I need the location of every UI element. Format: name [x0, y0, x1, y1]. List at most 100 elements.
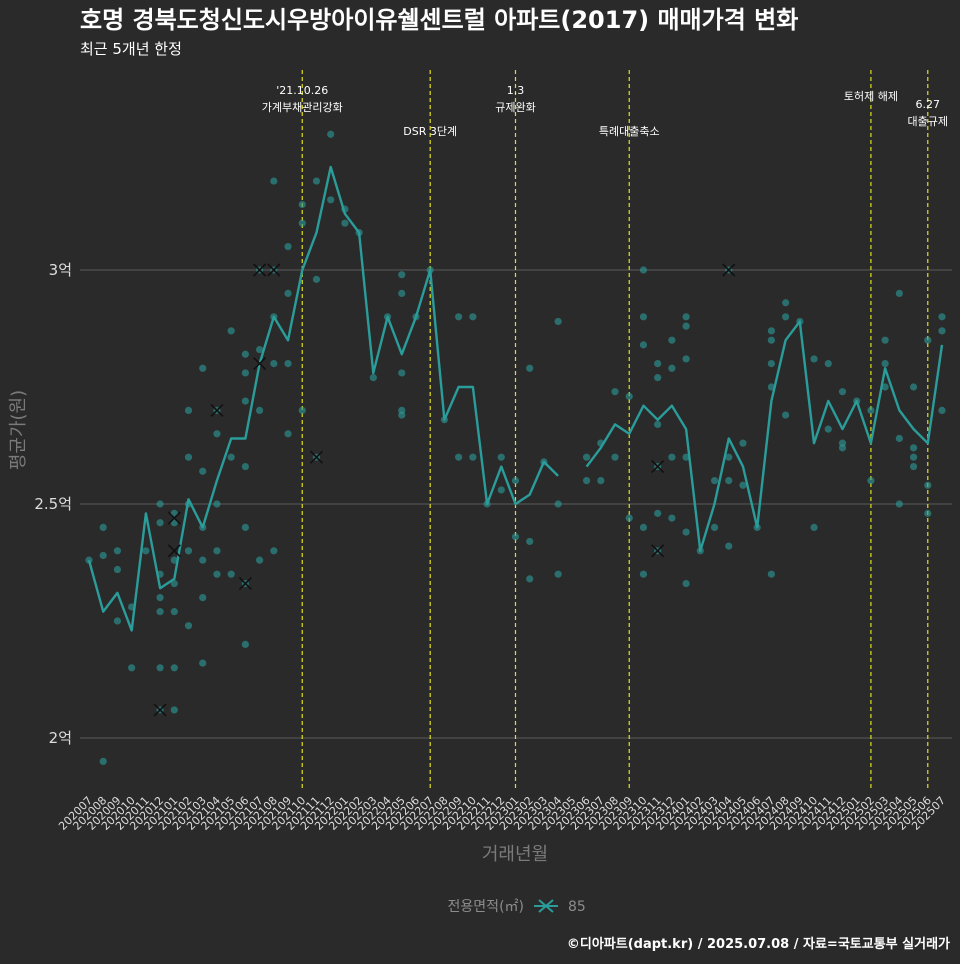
series-line-85-1: [585, 320, 944, 552]
legend-title: 전용면적(㎡): [448, 899, 524, 915]
event-label: 대출규제: [908, 115, 948, 128]
transaction-point: [369, 374, 377, 382]
transaction-point: [511, 533, 520, 541]
transaction-point: [184, 622, 193, 630]
transaction-point: [469, 313, 477, 321]
legend-entry-85: 85: [568, 899, 586, 915]
transaction-point: [213, 430, 221, 438]
x-axis-title: 거래년월: [482, 844, 548, 865]
transaction-point: [241, 350, 249, 358]
y-tick-layer: 2억 2.5억 3억: [34, 261, 72, 747]
transaction-point: [213, 547, 221, 555]
transaction-point: [782, 411, 790, 419]
transaction-point: [526, 364, 534, 372]
transaction-point: [924, 509, 932, 517]
y-tick-label: 3억: [49, 261, 72, 279]
transaction-point: [625, 392, 633, 400]
transaction-point: [682, 355, 690, 363]
transaction-point: [170, 579, 178, 588]
transaction-point: [213, 500, 221, 508]
transaction-point: [739, 439, 747, 447]
transaction-point: [554, 570, 562, 578]
transaction-point: [156, 664, 164, 672]
transaction-point: [113, 565, 122, 574]
transaction-point: [682, 453, 690, 461]
transaction-point: [767, 336, 776, 344]
transaction-point: [284, 289, 292, 297]
event-label: 1.3: [507, 84, 525, 97]
transaction-point: [938, 406, 946, 414]
transaction-point: [710, 523, 719, 532]
cross-marker: [267, 263, 281, 277]
event-label: 토허제 해제: [844, 89, 898, 103]
transaction-point: [625, 514, 633, 522]
transaction-point: [767, 360, 776, 368]
transaction-point: [213, 570, 221, 578]
transaction-point: [241, 640, 249, 649]
transaction-point: [241, 397, 249, 405]
transaction-point: [824, 425, 832, 433]
transaction-point: [241, 523, 249, 532]
transaction-point: [639, 266, 648, 274]
event-label: DSR 3단계: [403, 125, 457, 138]
transaction-point: [455, 453, 463, 461]
legend: 전용면적(㎡) 85: [448, 899, 586, 915]
transaction-point: [725, 453, 733, 461]
cross-marker: [238, 576, 252, 591]
transaction-point: [909, 383, 918, 391]
transaction-point: [782, 313, 790, 321]
transaction-point: [469, 453, 477, 461]
transaction-point: [895, 434, 903, 443]
transaction-point: [867, 406, 875, 414]
transaction-point: [227, 453, 235, 461]
transaction-point: [241, 369, 249, 377]
transaction-point: [639, 570, 648, 578]
chart-caption: ©디아파트(dapt.kr) / 2025.07.08 / 자료=국토교통부 실…: [567, 936, 950, 952]
transaction-point: [554, 317, 562, 326]
transaction-point: [227, 327, 235, 335]
transaction-point: [838, 444, 847, 452]
transaction-point: [284, 430, 292, 438]
transaction-point: [398, 369, 406, 377]
transaction-point: [909, 453, 918, 461]
transaction-point: [227, 570, 235, 578]
transaction-point: [526, 537, 534, 546]
transaction-point: [582, 477, 591, 485]
transaction-point: [398, 411, 406, 419]
event-label: 특례대출축소: [599, 125, 660, 138]
transaction-point: [327, 196, 335, 204]
transaction-point: [298, 200, 306, 209]
y-tick-label: 2.5억: [34, 495, 72, 513]
transaction-point: [156, 519, 164, 527]
transaction-point: [142, 547, 150, 555]
transaction-point: [810, 355, 818, 363]
transaction-point: [895, 289, 903, 297]
transaction-point: [170, 706, 178, 714]
transaction-point: [128, 664, 136, 672]
transaction-point: [810, 523, 818, 532]
transaction-point: [895, 500, 903, 508]
transaction-point: [654, 509, 662, 517]
transaction-point: [270, 177, 278, 185]
transaction-point: [199, 556, 207, 564]
transaction-point: [199, 467, 207, 475]
transaction-point: [99, 551, 107, 560]
y-axis-title: 평균가(원): [8, 390, 29, 470]
transaction-point: [924, 481, 932, 489]
legend-cross-swatch: [538, 899, 554, 913]
transaction-point: [582, 453, 591, 461]
transaction-point: [526, 575, 534, 583]
transaction-point: [611, 388, 619, 396]
transaction-point: [256, 406, 264, 414]
transaction-point: [654, 360, 662, 368]
chart-subtitle: 최근 5개년 한정: [80, 40, 182, 58]
transaction-point: [611, 453, 619, 461]
transaction-point: [639, 313, 648, 321]
transaction-point: [782, 299, 790, 307]
cross-marker: [651, 544, 665, 558]
cross-marker: [722, 263, 736, 277]
transaction-point: [682, 322, 690, 330]
